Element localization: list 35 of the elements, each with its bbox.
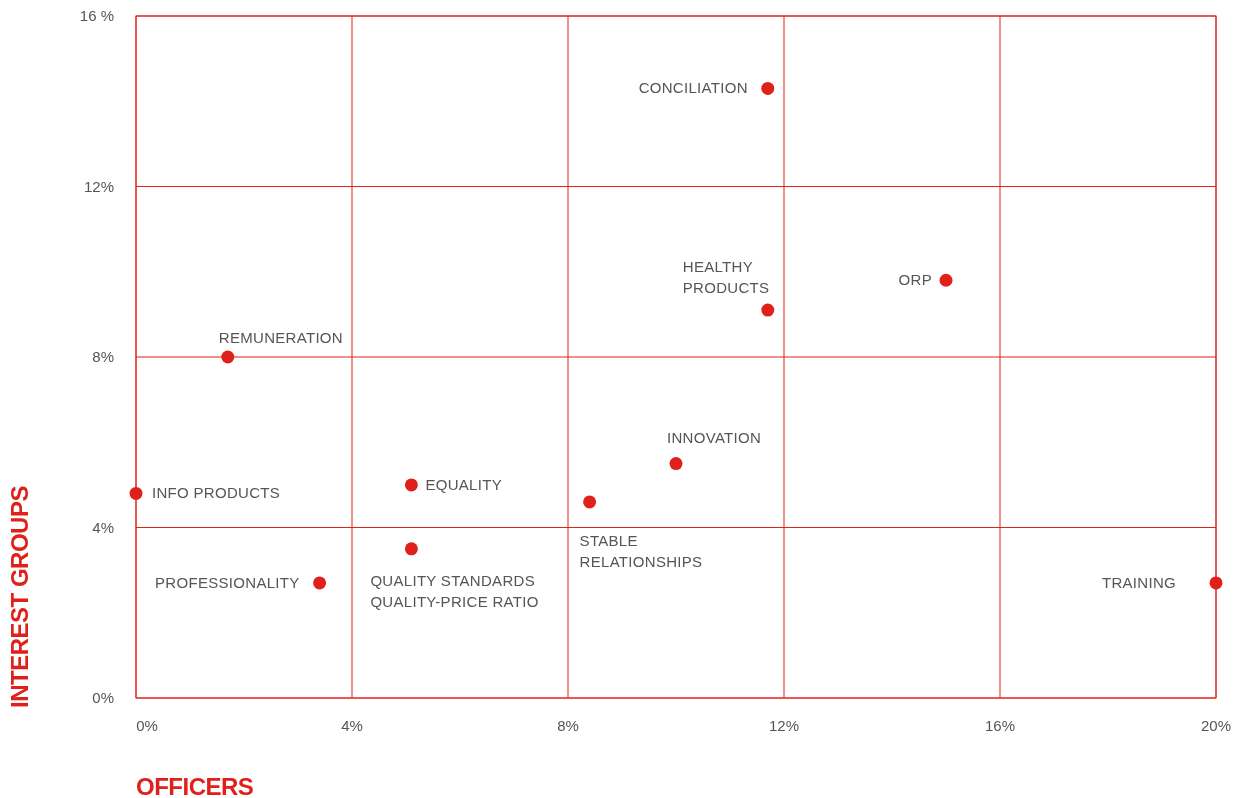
- annotation: CONCILIATION: [638, 79, 748, 97]
- x-axis-title: OFFICERS: [136, 773, 254, 798]
- point: [404, 478, 418, 492]
- y-tick-label: 16 %: [79, 7, 114, 24]
- point: [761, 81, 775, 95]
- annotation: PROFESSIONALITY: [155, 573, 300, 591]
- point: [583, 495, 597, 509]
- y-tick-label: 8%: [92, 348, 114, 365]
- y-tick-label: 0%: [92, 689, 114, 706]
- annotation: STABLE RELATIONSHIPS: [579, 531, 703, 570]
- annotation: EQUALITY: [425, 475, 502, 493]
- x-tick-label: 12%: [768, 717, 800, 734]
- annotation: QUALITY STANDARDS QUALITY-PRICE RATIO: [370, 571, 539, 610]
- point: [761, 303, 775, 317]
- point: [669, 457, 683, 471]
- x-tick-label: 8%: [557, 717, 579, 734]
- x-tick-label: 4%: [341, 717, 363, 734]
- annotation: HEALTHY PRODUCTS: [682, 258, 770, 297]
- point: [313, 576, 327, 590]
- y-axis-title: INTEREST GROUPS: [6, 485, 33, 708]
- annotation: TRAINING: [1101, 573, 1176, 591]
- annotation: REMUNERATION: [218, 329, 343, 346]
- point: [404, 542, 418, 556]
- x-tick-label: 0%: [136, 717, 158, 734]
- annotation: ORP: [898, 271, 932, 289]
- y-tick-label: 12%: [83, 177, 114, 195]
- point: [1209, 576, 1223, 590]
- point: [129, 486, 143, 500]
- x-tick-label: 20%: [1200, 717, 1232, 734]
- point: [939, 273, 953, 287]
- x-tick-label: 16%: [984, 717, 1016, 734]
- annotation: INFO PRODUCTS: [152, 484, 281, 502]
- annotation: INNOVATION: [667, 428, 762, 446]
- y-tick-label: 4%: [92, 518, 114, 536]
- point: [221, 350, 235, 364]
